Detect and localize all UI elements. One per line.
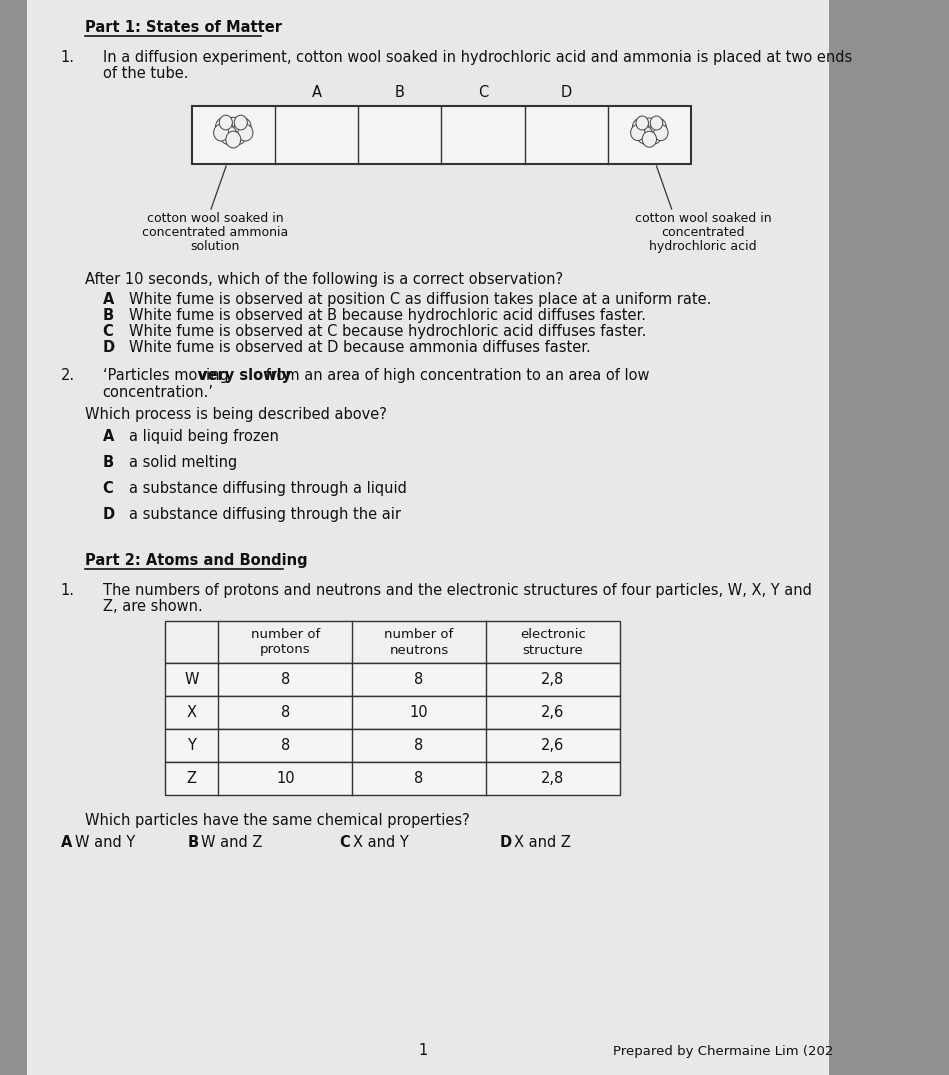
Text: Prepared by Chermaine Lim (202: Prepared by Chermaine Lim (202	[613, 1045, 833, 1058]
Text: White fume is observed at C because hydrochloric acid diffuses faster.: White fume is observed at C because hydr…	[129, 324, 646, 339]
Text: 2,6: 2,6	[541, 739, 565, 752]
Text: Part 1: States of Matter: Part 1: States of Matter	[84, 20, 282, 35]
Circle shape	[636, 116, 648, 130]
Text: W and Y: W and Y	[75, 835, 135, 850]
Circle shape	[234, 117, 251, 137]
Text: 2,8: 2,8	[541, 672, 565, 687]
Text: W: W	[184, 672, 199, 687]
Text: A: A	[102, 429, 114, 444]
Text: 8: 8	[281, 739, 290, 752]
Text: After 10 seconds, which of the following is a correct observation?: After 10 seconds, which of the following…	[84, 272, 563, 287]
Bar	[165, 621, 620, 663]
Text: 8: 8	[415, 672, 423, 687]
Text: B: B	[395, 85, 404, 100]
Text: X and Y: X and Y	[353, 835, 409, 850]
Text: In a diffusion experiment, cotton wool soaked in hydrochloric acid and ammonia i: In a diffusion experiment, cotton wool s…	[102, 51, 852, 64]
Circle shape	[637, 126, 653, 144]
Text: very slowly: very slowly	[198, 368, 291, 383]
Text: C: C	[339, 835, 349, 850]
Text: cotton wool soaked in: cotton wool soaked in	[147, 212, 284, 225]
Text: D: D	[561, 85, 571, 100]
Text: 10: 10	[410, 705, 428, 720]
Text: 8: 8	[281, 672, 290, 687]
Text: ‘Particles moving: ‘Particles moving	[102, 368, 233, 383]
Bar	[165, 696, 620, 729]
Text: Which process is being described above?: Which process is being described above?	[84, 407, 386, 422]
Text: 1: 1	[418, 1043, 427, 1058]
Text: 8: 8	[415, 771, 423, 786]
Text: C: C	[102, 324, 113, 339]
Text: number of
protons: number of protons	[251, 628, 320, 657]
Text: C: C	[102, 481, 113, 496]
Circle shape	[238, 125, 253, 141]
Text: A: A	[102, 292, 114, 307]
Circle shape	[234, 115, 248, 130]
Circle shape	[650, 118, 666, 137]
Circle shape	[214, 125, 229, 141]
Bar	[165, 663, 620, 696]
Text: a substance diffusing through the air: a substance diffusing through the air	[129, 507, 401, 522]
Circle shape	[219, 115, 233, 130]
Text: 8: 8	[415, 739, 423, 752]
Bar	[165, 729, 620, 762]
Text: Z: Z	[187, 771, 196, 786]
Circle shape	[226, 131, 241, 148]
Circle shape	[215, 117, 233, 137]
Text: concentrated: concentrated	[661, 226, 745, 239]
Text: X and Z: X and Z	[513, 835, 570, 850]
Circle shape	[632, 118, 648, 137]
Text: White fume is observed at B because hydrochloric acid diffuses faster.: White fume is observed at B because hydr…	[129, 309, 646, 322]
Text: White fume is observed at position C as diffusion takes place at a uniform rate.: White fume is observed at position C as …	[129, 292, 712, 307]
Circle shape	[220, 126, 237, 145]
Text: Y: Y	[187, 739, 196, 752]
Text: A: A	[311, 85, 322, 100]
Text: of the tube.: of the tube.	[102, 66, 188, 81]
Text: 1.: 1.	[61, 583, 75, 598]
Text: a substance diffusing through a liquid: a substance diffusing through a liquid	[129, 481, 407, 496]
Text: B: B	[102, 309, 114, 322]
Text: Which particles have the same chemical properties?: Which particles have the same chemical p…	[84, 813, 470, 828]
Text: hydrochloric acid: hydrochloric acid	[649, 240, 756, 253]
Text: D: D	[499, 835, 512, 850]
Circle shape	[223, 117, 244, 141]
Circle shape	[654, 125, 668, 141]
Text: concentration.’: concentration.’	[102, 385, 214, 400]
Text: 2,6: 2,6	[541, 705, 565, 720]
Text: C: C	[477, 85, 488, 100]
Text: 8: 8	[281, 705, 290, 720]
Circle shape	[650, 116, 662, 130]
Text: 2,8: 2,8	[541, 771, 565, 786]
Text: solution: solution	[191, 240, 240, 253]
Circle shape	[645, 126, 661, 144]
Text: B: B	[187, 835, 198, 850]
Circle shape	[640, 118, 660, 140]
Text: electronic
structure: electronic structure	[520, 628, 586, 657]
Text: The numbers of protons and neutrons and the electronic structures of four partic: The numbers of protons and neutrons and …	[102, 583, 811, 598]
Text: 2.: 2.	[61, 368, 75, 383]
Text: from an area of high concentration to an area of low: from an area of high concentration to an…	[261, 368, 649, 383]
Text: concentrated ammonia: concentrated ammonia	[142, 226, 288, 239]
Text: W and Z: W and Z	[201, 835, 263, 850]
Text: D: D	[102, 340, 115, 355]
Text: D: D	[102, 507, 115, 522]
Text: a liquid being frozen: a liquid being frozen	[129, 429, 279, 444]
Text: cotton wool soaked in: cotton wool soaked in	[635, 212, 772, 225]
Text: White fume is observed at D because ammonia diffuses faster.: White fume is observed at D because ammo…	[129, 340, 591, 355]
Circle shape	[642, 131, 657, 147]
Text: Part 2: Atoms and Bonding: Part 2: Atoms and Bonding	[84, 553, 307, 568]
Text: A: A	[61, 835, 72, 850]
Bar	[192, 106, 691, 164]
Circle shape	[631, 125, 645, 141]
Text: 10: 10	[276, 771, 294, 786]
Circle shape	[230, 126, 247, 145]
Text: Z, are shown.: Z, are shown.	[102, 599, 202, 614]
Text: B: B	[102, 455, 114, 470]
Text: X: X	[187, 705, 196, 720]
Text: 1.: 1.	[61, 51, 75, 64]
Text: a solid melting: a solid melting	[129, 455, 237, 470]
Text: number of
neutrons: number of neutrons	[384, 628, 454, 657]
Bar	[165, 762, 620, 796]
